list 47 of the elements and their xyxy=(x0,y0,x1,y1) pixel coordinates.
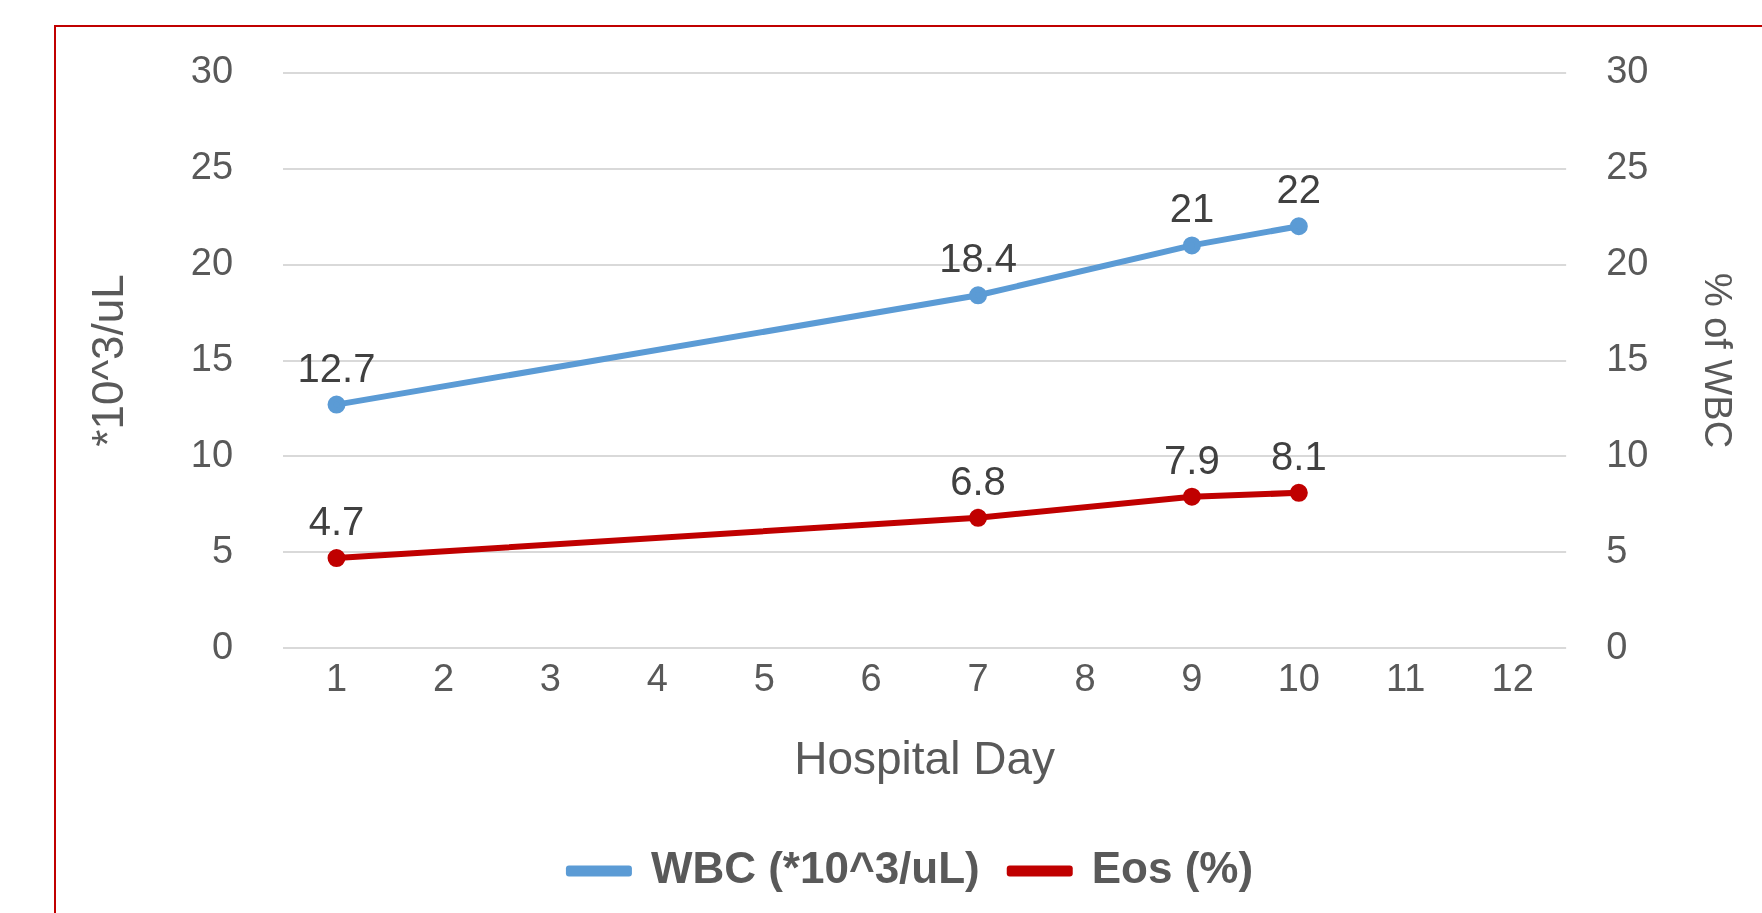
x-tick-label: 9 xyxy=(1181,657,1203,700)
y2-tick-label: 30 xyxy=(1606,49,1649,92)
y-tick-label: 15 xyxy=(190,336,234,379)
legend-label: Eos (%) xyxy=(1091,843,1254,893)
legend-label: WBC (*10^3/uL) xyxy=(650,843,980,893)
y2-tick-label: 0 xyxy=(1606,624,1628,667)
point xyxy=(327,395,346,414)
x-tick-label: 3 xyxy=(539,657,561,700)
data-label: 21 xyxy=(1169,186,1215,231)
x-tick-label: 7 xyxy=(967,657,989,700)
x-tick-label: 10 xyxy=(1277,657,1320,700)
y-axis-title: *10^3/uL xyxy=(82,274,132,447)
point xyxy=(1289,217,1308,236)
point xyxy=(1289,483,1308,502)
y2-tick-label: 15 xyxy=(1606,336,1649,379)
y2-tick-label: 5 xyxy=(1606,528,1628,571)
data-label: 8.1 xyxy=(1271,433,1327,478)
point xyxy=(1182,236,1201,255)
data-label: 18.4 xyxy=(939,236,1017,281)
data-label: 12.7 xyxy=(297,345,376,390)
y-tick-label: 25 xyxy=(190,145,234,188)
y-tick-label: 10 xyxy=(190,432,234,475)
y2-axis-title: % of WBC xyxy=(1696,272,1739,449)
y-tick-label: 5 xyxy=(211,528,234,571)
point xyxy=(969,508,988,527)
point xyxy=(1182,487,1201,506)
data-label: 22 xyxy=(1276,167,1322,212)
x-axis-title: Hospital Day xyxy=(794,732,1055,785)
x-tick-label: 1 xyxy=(325,657,348,700)
x-tick-label: 5 xyxy=(753,657,775,700)
point xyxy=(327,549,346,568)
y2-tick-label: 20 xyxy=(1606,241,1649,284)
x-tick-label: 11 xyxy=(1386,657,1426,700)
y2-tick-label: 10 xyxy=(1606,432,1649,475)
y-tick-label: 30 xyxy=(190,49,234,92)
x-tick-label: 6 xyxy=(860,657,882,700)
y2-tick-label: 25 xyxy=(1606,145,1649,188)
x-tick-label: 12 xyxy=(1491,657,1534,700)
data-label: 7.9 xyxy=(1164,437,1220,482)
x-tick-label: 8 xyxy=(1074,657,1096,700)
data-label: 4.7 xyxy=(308,499,365,544)
y-tick-label: 20 xyxy=(190,241,234,284)
x-tick-label: 4 xyxy=(646,657,668,700)
point xyxy=(969,286,988,305)
x-tick-label: 2 xyxy=(432,657,455,700)
data-label: 6.8 xyxy=(950,458,1006,503)
y-tick-label: 0 xyxy=(211,624,234,667)
